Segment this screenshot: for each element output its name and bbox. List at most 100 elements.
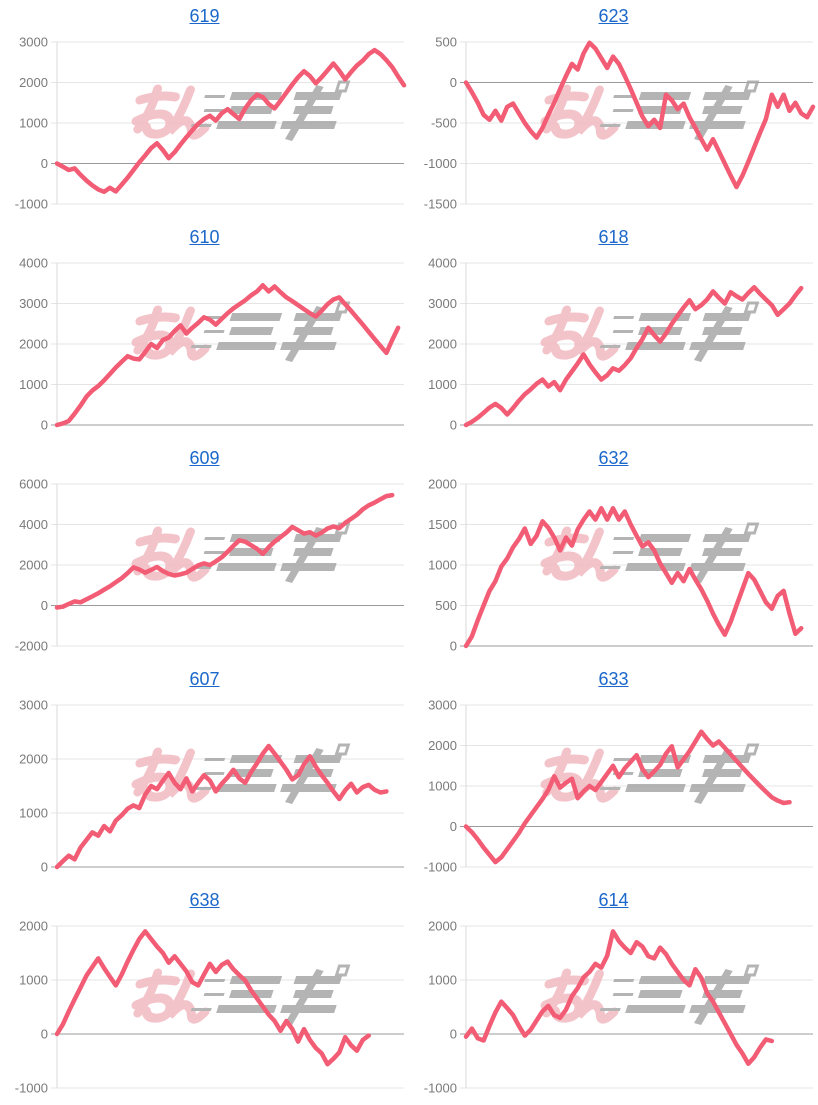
y-tick-label: 2000 — [19, 75, 48, 90]
watermark-icon — [131, 301, 351, 363]
y-tick-label: 500 — [435, 35, 457, 50]
y-tick-label: 2000 — [428, 337, 457, 352]
watermark-icon — [131, 743, 351, 805]
y-tick-label: -1000 — [15, 1081, 48, 1096]
line-chart-619: 3000 2000 1000 0 -1000 — [0, 28, 409, 221]
y-tick-label: -1000 — [424, 156, 457, 171]
chart-canvas: 2000 1000 0 -1000 — [424, 919, 813, 1096]
chart-title-link-623[interactable]: 623 — [598, 6, 629, 26]
y-tick-label: 2000 — [19, 919, 48, 934]
line-chart-609: 6000 4000 2000 0 -2000 — [0, 470, 409, 663]
y-tick-label: 4000 — [19, 256, 48, 271]
watermark-icon — [540, 522, 760, 584]
y-tick-label: -1000 — [15, 197, 48, 212]
chart-title-link-610[interactable]: 610 — [189, 227, 220, 247]
chart-cell-610: 610 4000 3000 2000 1000 0 — [0, 221, 409, 442]
line-chart-638: 2000 1000 0 -1000 — [0, 912, 409, 1105]
line-chart-610: 4000 3000 2000 1000 0 — [0, 249, 409, 442]
y-tick-label: 2000 — [428, 738, 457, 753]
data-line — [463, 929, 775, 1066]
chart-cell-609: 609 6000 4000 2000 0 -2000 — [0, 442, 409, 663]
y-tick-label: 3000 — [19, 698, 48, 713]
y-tick-label: 2000 — [428, 919, 457, 934]
y-tick-label: 2000 — [19, 337, 48, 352]
chart-canvas: 2000 1500 1000 500 0 — [428, 477, 813, 654]
y-tick-label: 1000 — [19, 116, 48, 131]
y-tick-label: 1000 — [428, 558, 457, 573]
y-tick-label: 0 — [450, 819, 457, 834]
chart-canvas: 6000 4000 2000 0 -2000 — [15, 477, 404, 654]
data-line — [54, 283, 401, 428]
chart-title-link-633[interactable]: 633 — [598, 669, 629, 689]
y-tick-label: 0 — [450, 639, 457, 654]
chart-cell-618: 618 4000 3000 2000 1000 0 — [409, 221, 818, 442]
chart-canvas: 4000 3000 2000 1000 0 — [428, 256, 813, 433]
y-tick-label: 2000 — [19, 558, 48, 573]
data-line — [54, 929, 371, 1067]
chart-canvas: 3000 2000 1000 0 -1000 — [424, 698, 813, 875]
y-tick-label: 3000 — [428, 296, 457, 311]
y-tick-label: 1500 — [428, 517, 457, 532]
chart-title-link-638[interactable]: 638 — [189, 890, 220, 910]
watermark-icon — [540, 80, 760, 142]
y-tick-label: 0 — [41, 860, 48, 875]
chart-title-link-614[interactable]: 614 — [598, 890, 629, 910]
chart-title-link-632[interactable]: 632 — [598, 448, 629, 468]
data-line — [463, 285, 804, 428]
chart-cell-614: 614 2000 1000 0 -1000 — [409, 884, 818, 1105]
y-tick-label: 2000 — [19, 752, 48, 767]
y-tick-label: 0 — [41, 156, 48, 171]
chart-canvas: 500 0 -500 -1000 -1500 — [424, 35, 816, 212]
chart-canvas: 2000 1000 0 -1000 — [15, 919, 404, 1096]
y-tick-label: 2000 — [428, 477, 457, 492]
y-tick-label: 6000 — [19, 477, 48, 492]
data-line — [54, 743, 389, 870]
y-tick-label: 4000 — [428, 256, 457, 271]
chart-cell-623: 623 500 0 -500 -1000 -1500 — [409, 0, 818, 221]
y-tick-label: -1000 — [424, 860, 457, 875]
chart-title-link-618[interactable]: 618 — [598, 227, 629, 247]
chart-cell-633: 633 3000 2000 1000 0 -1000 — [409, 663, 818, 884]
line-chart-632: 2000 1500 1000 500 0 — [409, 470, 818, 663]
chart-canvas: 4000 3000 2000 1000 0 — [19, 256, 404, 433]
y-tick-label: 0 — [450, 1027, 457, 1042]
data-line — [463, 40, 816, 190]
y-tick-label: 1000 — [428, 973, 457, 988]
y-tick-label: 0 — [450, 418, 457, 433]
data-line — [463, 729, 792, 865]
data-line — [54, 492, 395, 610]
y-tick-label: 500 — [435, 598, 457, 613]
y-tick-label: -500 — [431, 116, 457, 131]
y-tick-label: 3000 — [19, 35, 48, 50]
chart-cell-638: 638 2000 1000 0 -1000 — [0, 884, 409, 1105]
chart-title-link-607[interactable]: 607 — [189, 669, 220, 689]
y-tick-label: 1000 — [19, 973, 48, 988]
chart-cell-619: 619 3000 2000 1000 0 -1000 — [0, 0, 409, 221]
chart-cell-607: 607 3000 2000 1000 0 — [0, 663, 409, 884]
y-tick-label: 3000 — [428, 698, 457, 713]
watermark-icon — [540, 743, 760, 805]
y-tick-label: 4000 — [19, 517, 48, 532]
line-chart-623: 500 0 -500 -1000 -1500 — [409, 28, 818, 221]
y-tick-label: 1000 — [19, 377, 48, 392]
line-chart-614: 2000 1000 0 -1000 — [409, 912, 818, 1105]
line-chart-607: 3000 2000 1000 0 — [0, 691, 409, 884]
chart-cell-632: 632 2000 1500 1000 500 0 — [409, 442, 818, 663]
chart-canvas: 3000 2000 1000 0 — [19, 698, 404, 875]
watermark-icon — [131, 80, 351, 142]
y-tick-label: 1000 — [428, 779, 457, 794]
y-tick-label: 0 — [41, 1027, 48, 1042]
y-tick-label: 0 — [41, 598, 48, 613]
y-tick-label: -1500 — [424, 197, 457, 212]
line-chart-618: 4000 3000 2000 1000 0 — [409, 249, 818, 442]
watermark-icon — [540, 301, 760, 363]
chart-title-link-609[interactable]: 609 — [189, 448, 220, 468]
chart-canvas: 3000 2000 1000 0 -1000 — [15, 35, 407, 212]
y-tick-label: 1000 — [19, 806, 48, 821]
y-tick-label: 3000 — [19, 296, 48, 311]
y-tick-label: -1000 — [424, 1081, 457, 1096]
y-tick-label: 1000 — [428, 377, 457, 392]
chart-title-link-619[interactable]: 619 — [189, 6, 220, 26]
line-chart-633: 3000 2000 1000 0 -1000 — [409, 691, 818, 884]
